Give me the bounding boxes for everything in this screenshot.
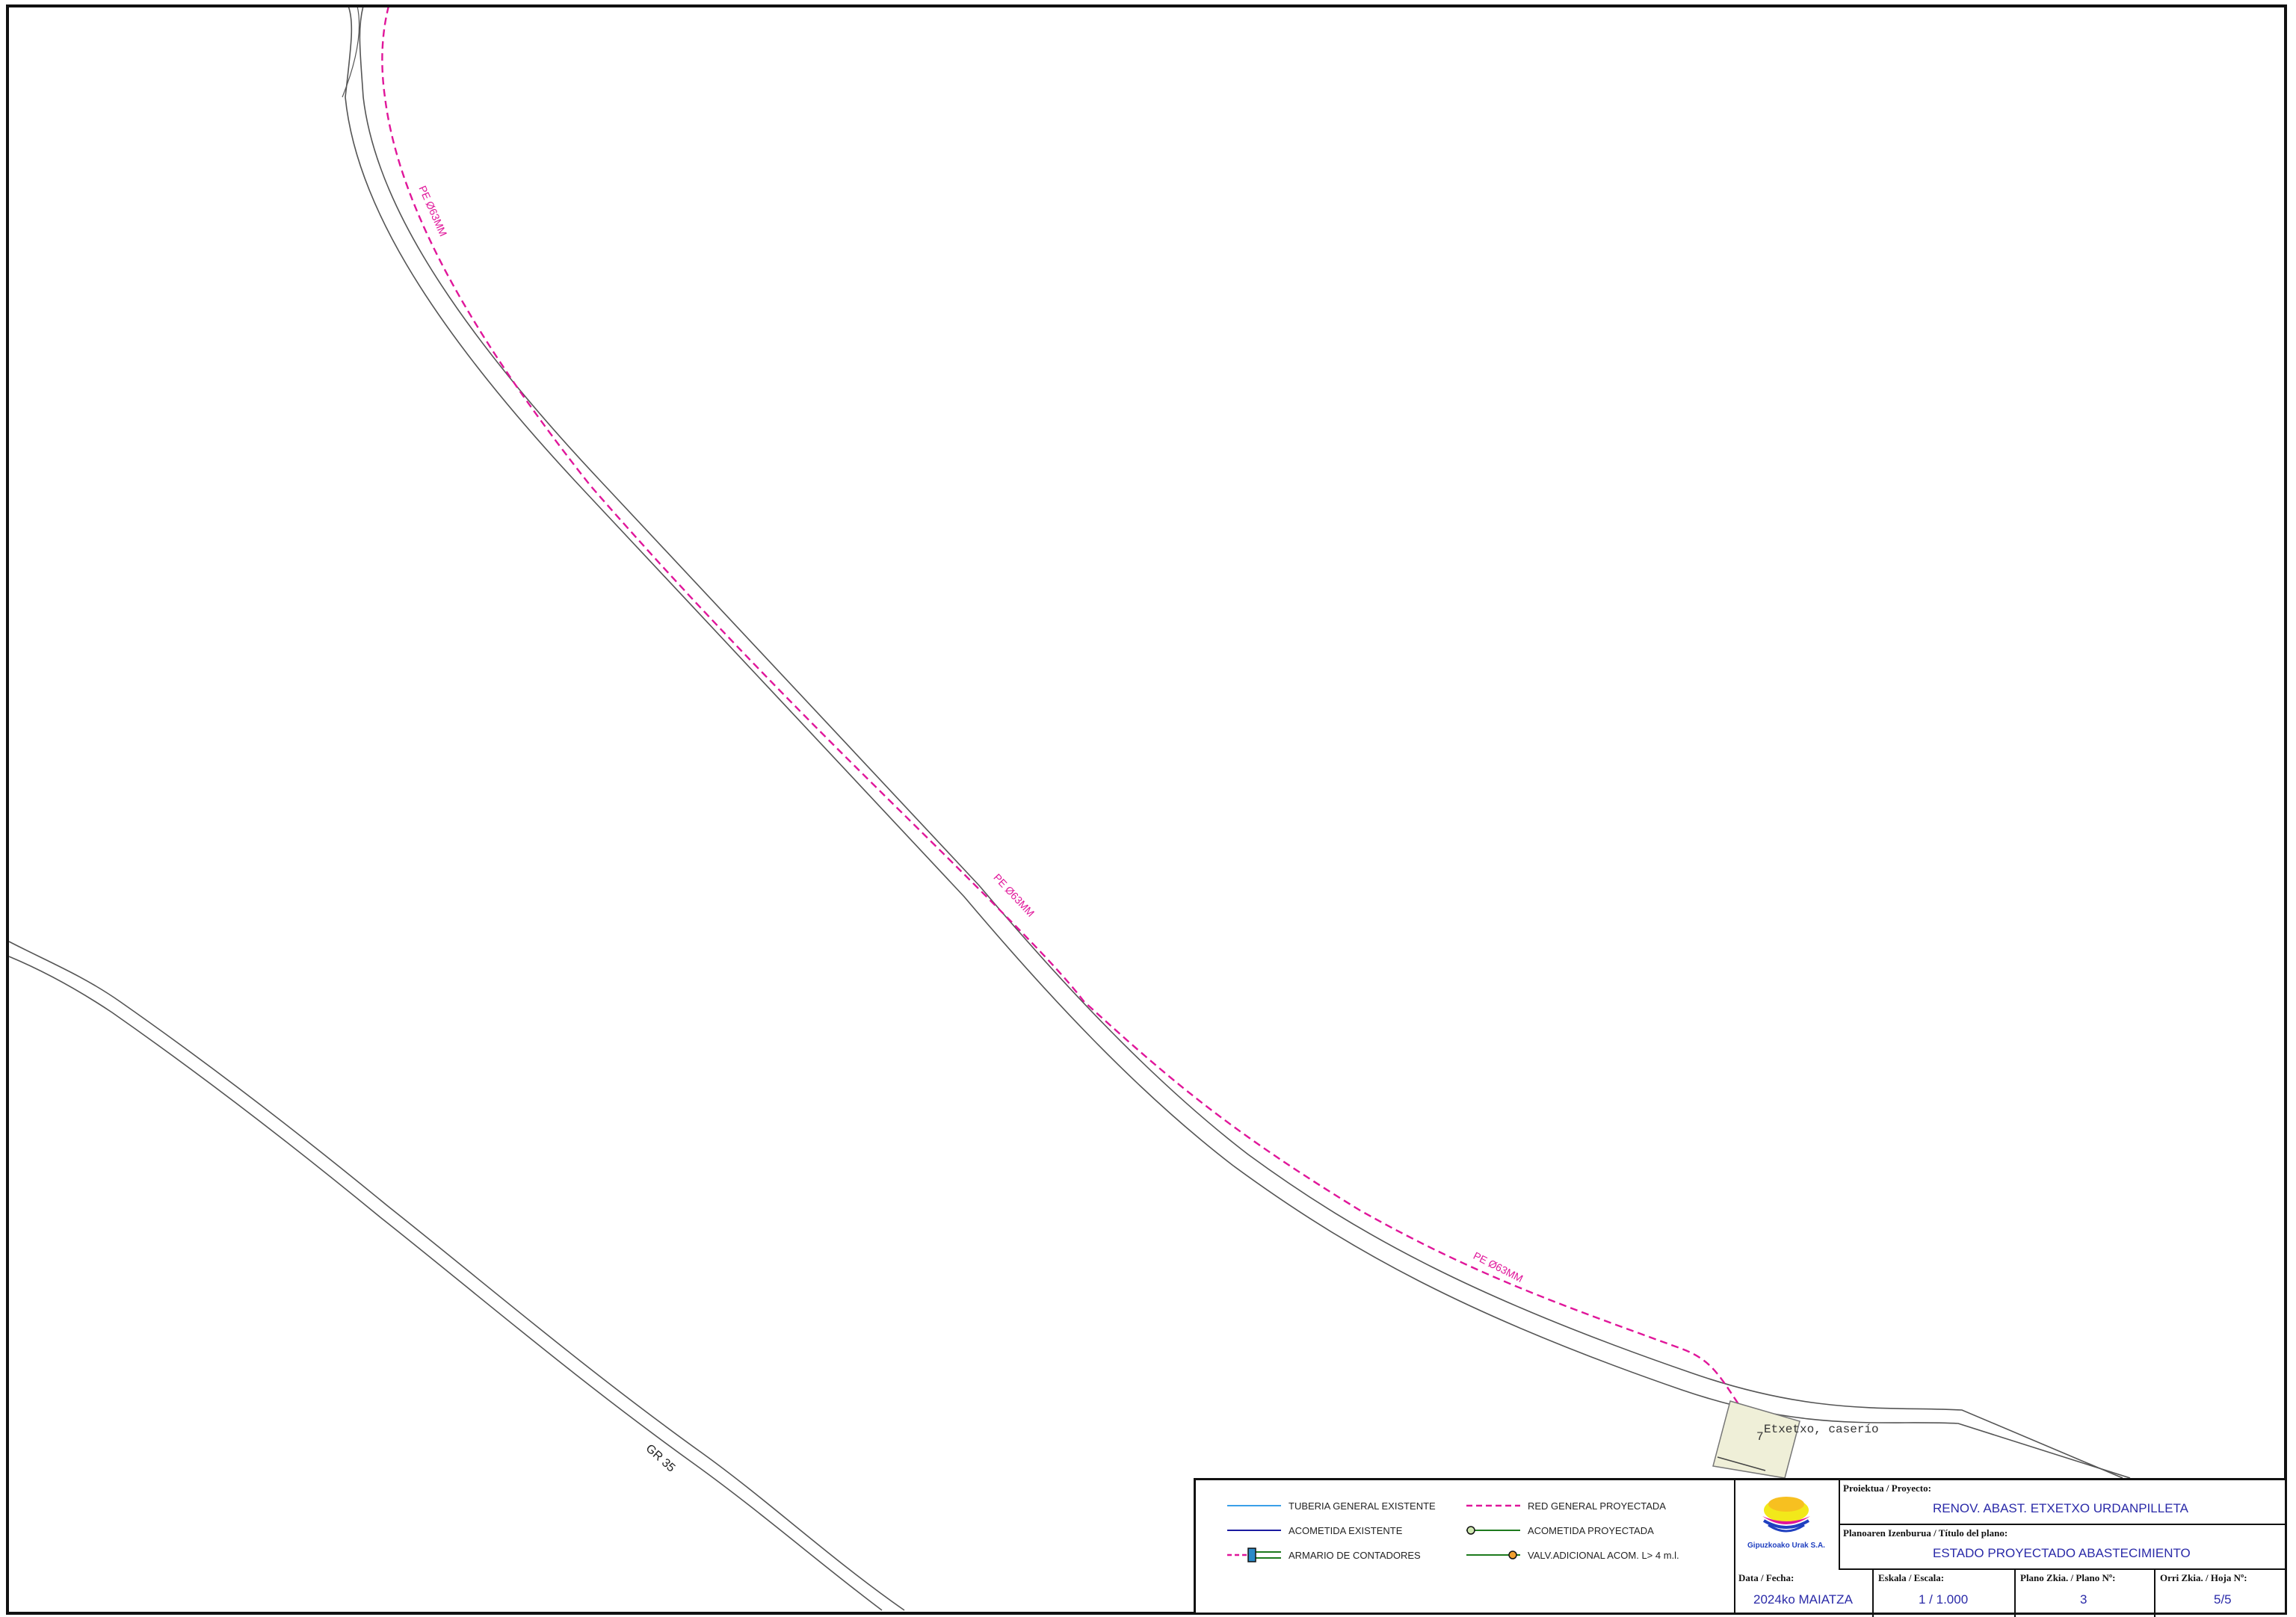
- plan-number-cell: Plano Zkia. / Plano Nº: 3: [2016, 1570, 2155, 1617]
- building-edge-line: [1717, 1456, 1766, 1471]
- sheet-caption: Orri Zkia. / Hoja Nº:: [2160, 1572, 2247, 1583]
- legend-item-projected-network: RED GENERAL PROYECTADA: [1465, 1498, 1666, 1513]
- project-cell: Proiektua / Proyecto: RENOV. ABAST. ETXE…: [1839, 1480, 2287, 1525]
- legend-label: ACOMETIDA PROYECTADA: [1528, 1524, 1654, 1536]
- plan-title-caption: Planoaren Izenburua / Título del plano:: [1843, 1527, 2008, 1539]
- plan-number-value: 3: [2080, 1592, 2087, 1607]
- scale-caption: Eskala / Escala:: [1878, 1572, 1945, 1583]
- legend-item-valve: VALV.ADICIONAL ACOM. L> 4 m.l.: [1465, 1548, 1679, 1562]
- legend-item-meter-box: ARMARIO DE CONTADORES: [1226, 1548, 1421, 1562]
- legend-label: RED GENERAL PROYECTADA: [1528, 1500, 1666, 1512]
- plan-title-cell: Planoaren Izenburua / Título del plano: …: [1839, 1525, 2287, 1570]
- legend-item-existing-connection: ACOMETIDA EXISTENTE: [1226, 1523, 1402, 1538]
- plan-number-caption: Plano Zkia. / Plano Nº:: [2020, 1572, 2116, 1583]
- solid-dark-blue-line-icon: [1227, 1530, 1281, 1531]
- sheet-cell: Orri Zkia. / Hoja Nº: 5/5: [2155, 1570, 2287, 1617]
- projected-network-line: [381, 5, 1742, 1409]
- title-block: TUBERIA GENERAL EXISTENTE RED GENERAL PR…: [1194, 1478, 2287, 1617]
- legend: TUBERIA GENERAL EXISTENTE RED GENERAL PR…: [1196, 1480, 1735, 1613]
- place-number: 7: [1756, 1430, 1764, 1444]
- scale-cell: Eskala / Escala: 1 / 1.000: [1874, 1570, 2016, 1617]
- dashed-magenta-line-icon: [1466, 1504, 1520, 1507]
- date-cell: Data / Fecha: 2024ko MAIATZA: [1734, 1570, 1874, 1617]
- solid-light-blue-line-icon: [1227, 1505, 1281, 1506]
- map-frame: [6, 4, 2287, 1615]
- project-caption: Proiektua / Proyecto:: [1843, 1482, 1931, 1494]
- gr35-road: [8, 941, 905, 1611]
- scale-value: 1 / 1.000: [1919, 1592, 1969, 1607]
- logo-text: Gipuzkoako Urak S.A.: [1747, 1542, 1825, 1550]
- legend-label: ACOMETIDA EXISTENTE: [1289, 1524, 1403, 1536]
- legend-label: VALV.ADICIONAL ACOM. L> 4 m.l.: [1528, 1549, 1679, 1561]
- project-value: RENOV. ABAST. ETXETXO URDANPILLETA: [1933, 1501, 2188, 1515]
- date-value: 2024ko MAIATZA: [1753, 1592, 1853, 1607]
- legend-label: ARMARIO DE CONTADORES: [1289, 1549, 1421, 1561]
- sheet-value: 5/5: [2214, 1592, 2232, 1607]
- meter-box-icon: [1227, 1548, 1281, 1562]
- green-line-with-node-icon: [1466, 1526, 1520, 1535]
- gipuzkoako-urak-logo-icon: [1762, 1497, 1810, 1533]
- plan-title-value: ESTADO PROYECTADO ABASTECIMIENTO: [1933, 1546, 2191, 1560]
- valve-icon: [1466, 1550, 1520, 1559]
- date-caption: Data / Fecha:: [1738, 1572, 1794, 1583]
- company-logo: Gipuzkoako Urak S.A.: [1734, 1480, 1840, 1570]
- legend-item-projected-connection: ACOMETIDA PROYECTADA: [1465, 1523, 1654, 1538]
- legend-label: TUBERIA GENERAL EXISTENTE: [1289, 1500, 1436, 1512]
- place-name: Etxetxo, caserío: [1764, 1423, 1879, 1436]
- legend-item-existing-main: TUBERIA GENERAL EXISTENTE: [1226, 1498, 1436, 1513]
